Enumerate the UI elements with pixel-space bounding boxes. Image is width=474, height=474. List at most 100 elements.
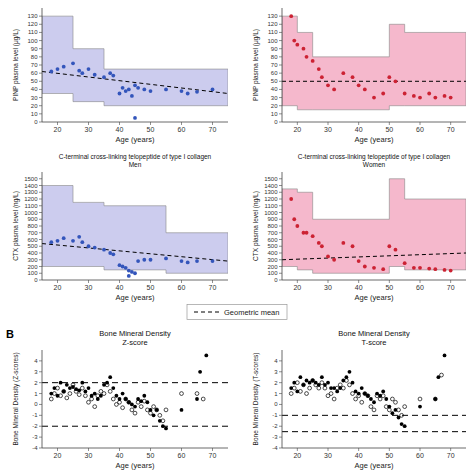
y-tick <box>39 426 42 427</box>
y-tick <box>279 448 282 449</box>
point <box>121 406 125 410</box>
point <box>133 405 137 409</box>
x-tick <box>450 280 451 283</box>
x-tick-label: 30 <box>324 452 332 459</box>
panel-title-line: Men <box>129 161 142 168</box>
point <box>127 400 131 404</box>
point <box>299 389 303 393</box>
point <box>372 266 376 270</box>
point <box>68 392 72 396</box>
point <box>433 96 437 100</box>
point <box>121 86 125 90</box>
point <box>323 386 327 390</box>
y-tick <box>39 360 42 361</box>
point <box>305 392 309 396</box>
x-tick-label: 40 <box>116 284 124 291</box>
y-tick-label: 3 <box>274 369 278 375</box>
y-tick-label: 400 <box>27 250 38 256</box>
point <box>375 394 379 398</box>
legend-box <box>187 305 287 320</box>
point <box>403 92 407 96</box>
reference-line <box>282 415 466 416</box>
geometric-mean-line <box>282 81 466 82</box>
y-tick-label: 400 <box>267 250 278 256</box>
y-tick <box>39 16 42 17</box>
y-tick-label: 30 <box>271 95 278 101</box>
y-tick <box>279 226 282 227</box>
x-tick-label: 50 <box>147 126 155 133</box>
y-tick-label: -3 <box>32 434 38 440</box>
y-tick-label: 0 <box>274 401 278 407</box>
y-tick-label: 1 <box>34 391 38 397</box>
point <box>158 413 162 417</box>
point <box>295 381 299 385</box>
point <box>198 370 202 374</box>
y-tick-label: 2 <box>274 380 278 386</box>
y-tick <box>39 437 42 438</box>
y-tick <box>279 205 282 206</box>
y-tick-label: 80 <box>271 54 278 60</box>
x-axis-label: Age (years) <box>355 135 394 144</box>
x-tick <box>212 122 213 125</box>
point <box>320 375 324 379</box>
x-axis-line <box>42 280 228 281</box>
x-tick-label: 20 <box>54 126 62 133</box>
point <box>105 383 109 387</box>
point <box>384 397 388 401</box>
x-tick-label: 40 <box>116 452 124 459</box>
y-tick <box>39 239 42 240</box>
x-tick-label: 30 <box>85 284 93 291</box>
x-tick-label: 40 <box>116 126 124 133</box>
y-tick <box>39 56 42 57</box>
point <box>62 236 66 240</box>
point <box>136 86 140 90</box>
point <box>311 59 315 63</box>
panel-title-line: C-terminal cross-linking telopeptide of … <box>298 153 451 161</box>
y-tick-label: 90 <box>31 46 38 52</box>
y-tick-label: 50 <box>271 78 278 84</box>
y-tick <box>39 113 42 114</box>
x-tick-label: 50 <box>147 452 155 459</box>
y-tick-label: 0 <box>274 119 278 125</box>
y-tick <box>39 48 42 49</box>
y-tick <box>39 246 42 247</box>
y-tick-label: 800 <box>267 223 278 229</box>
y-tick-label: 1500 <box>24 176 38 182</box>
x-tick-label: 30 <box>324 126 332 133</box>
x-tick-label: 20 <box>293 452 301 459</box>
y-tick <box>39 185 42 186</box>
y-tick <box>279 65 282 66</box>
y-axis-label: PINP plasma level (μg/L) <box>252 29 260 101</box>
x-axis-label: Age (years) <box>116 461 155 470</box>
point <box>164 257 168 261</box>
point <box>292 39 296 43</box>
point <box>403 405 407 409</box>
panel: 0100200300400500600700800900100011001200… <box>252 153 466 302</box>
y-tick <box>279 393 282 394</box>
point <box>155 408 159 412</box>
point <box>360 400 364 404</box>
x-tick-label: 60 <box>178 452 186 459</box>
y-tick <box>39 448 42 449</box>
point <box>403 261 407 265</box>
point <box>369 397 373 401</box>
y-tick <box>39 280 42 281</box>
point <box>372 96 376 100</box>
y-tick <box>279 48 282 49</box>
point <box>418 405 422 409</box>
y-tick-label: 40 <box>271 86 278 92</box>
point <box>62 389 66 393</box>
point <box>357 259 361 263</box>
figure: 0102030405060708090100110120130203040506… <box>0 0 474 474</box>
x-tick <box>150 122 151 125</box>
y-tick-label: 0 <box>274 277 278 283</box>
x-tick-label: 50 <box>385 284 393 291</box>
point <box>305 379 309 383</box>
x-tick-label: 30 <box>85 452 93 459</box>
y-tick-label: 80 <box>31 54 38 60</box>
y-tick-label: 110 <box>268 29 278 35</box>
x-tick-label: 70 <box>447 126 455 133</box>
y-tick <box>39 273 42 274</box>
point <box>53 392 57 396</box>
point <box>329 392 333 396</box>
